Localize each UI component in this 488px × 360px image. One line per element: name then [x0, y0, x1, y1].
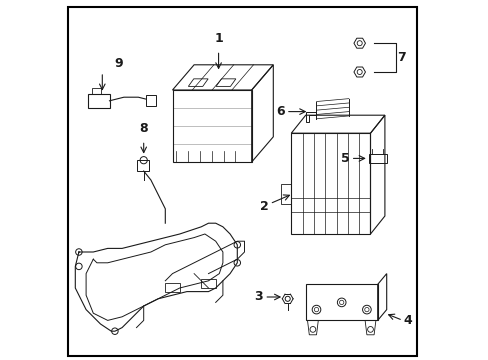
Bar [368, 154, 386, 163]
Text: 5: 5 [340, 152, 349, 165]
Text: 8: 8 [139, 122, 148, 135]
Text: 6: 6 [276, 105, 284, 118]
Text: 1: 1 [214, 32, 223, 45]
Text: 3: 3 [253, 291, 262, 303]
Bar [145, 95, 156, 106]
Text: 4: 4 [403, 314, 412, 327]
Bar [91, 88, 101, 94]
Bar [136, 160, 149, 171]
Text: 2: 2 [260, 200, 268, 213]
Text: 7: 7 [396, 51, 405, 64]
Text: 9: 9 [114, 57, 122, 70]
Bar [88, 94, 109, 108]
